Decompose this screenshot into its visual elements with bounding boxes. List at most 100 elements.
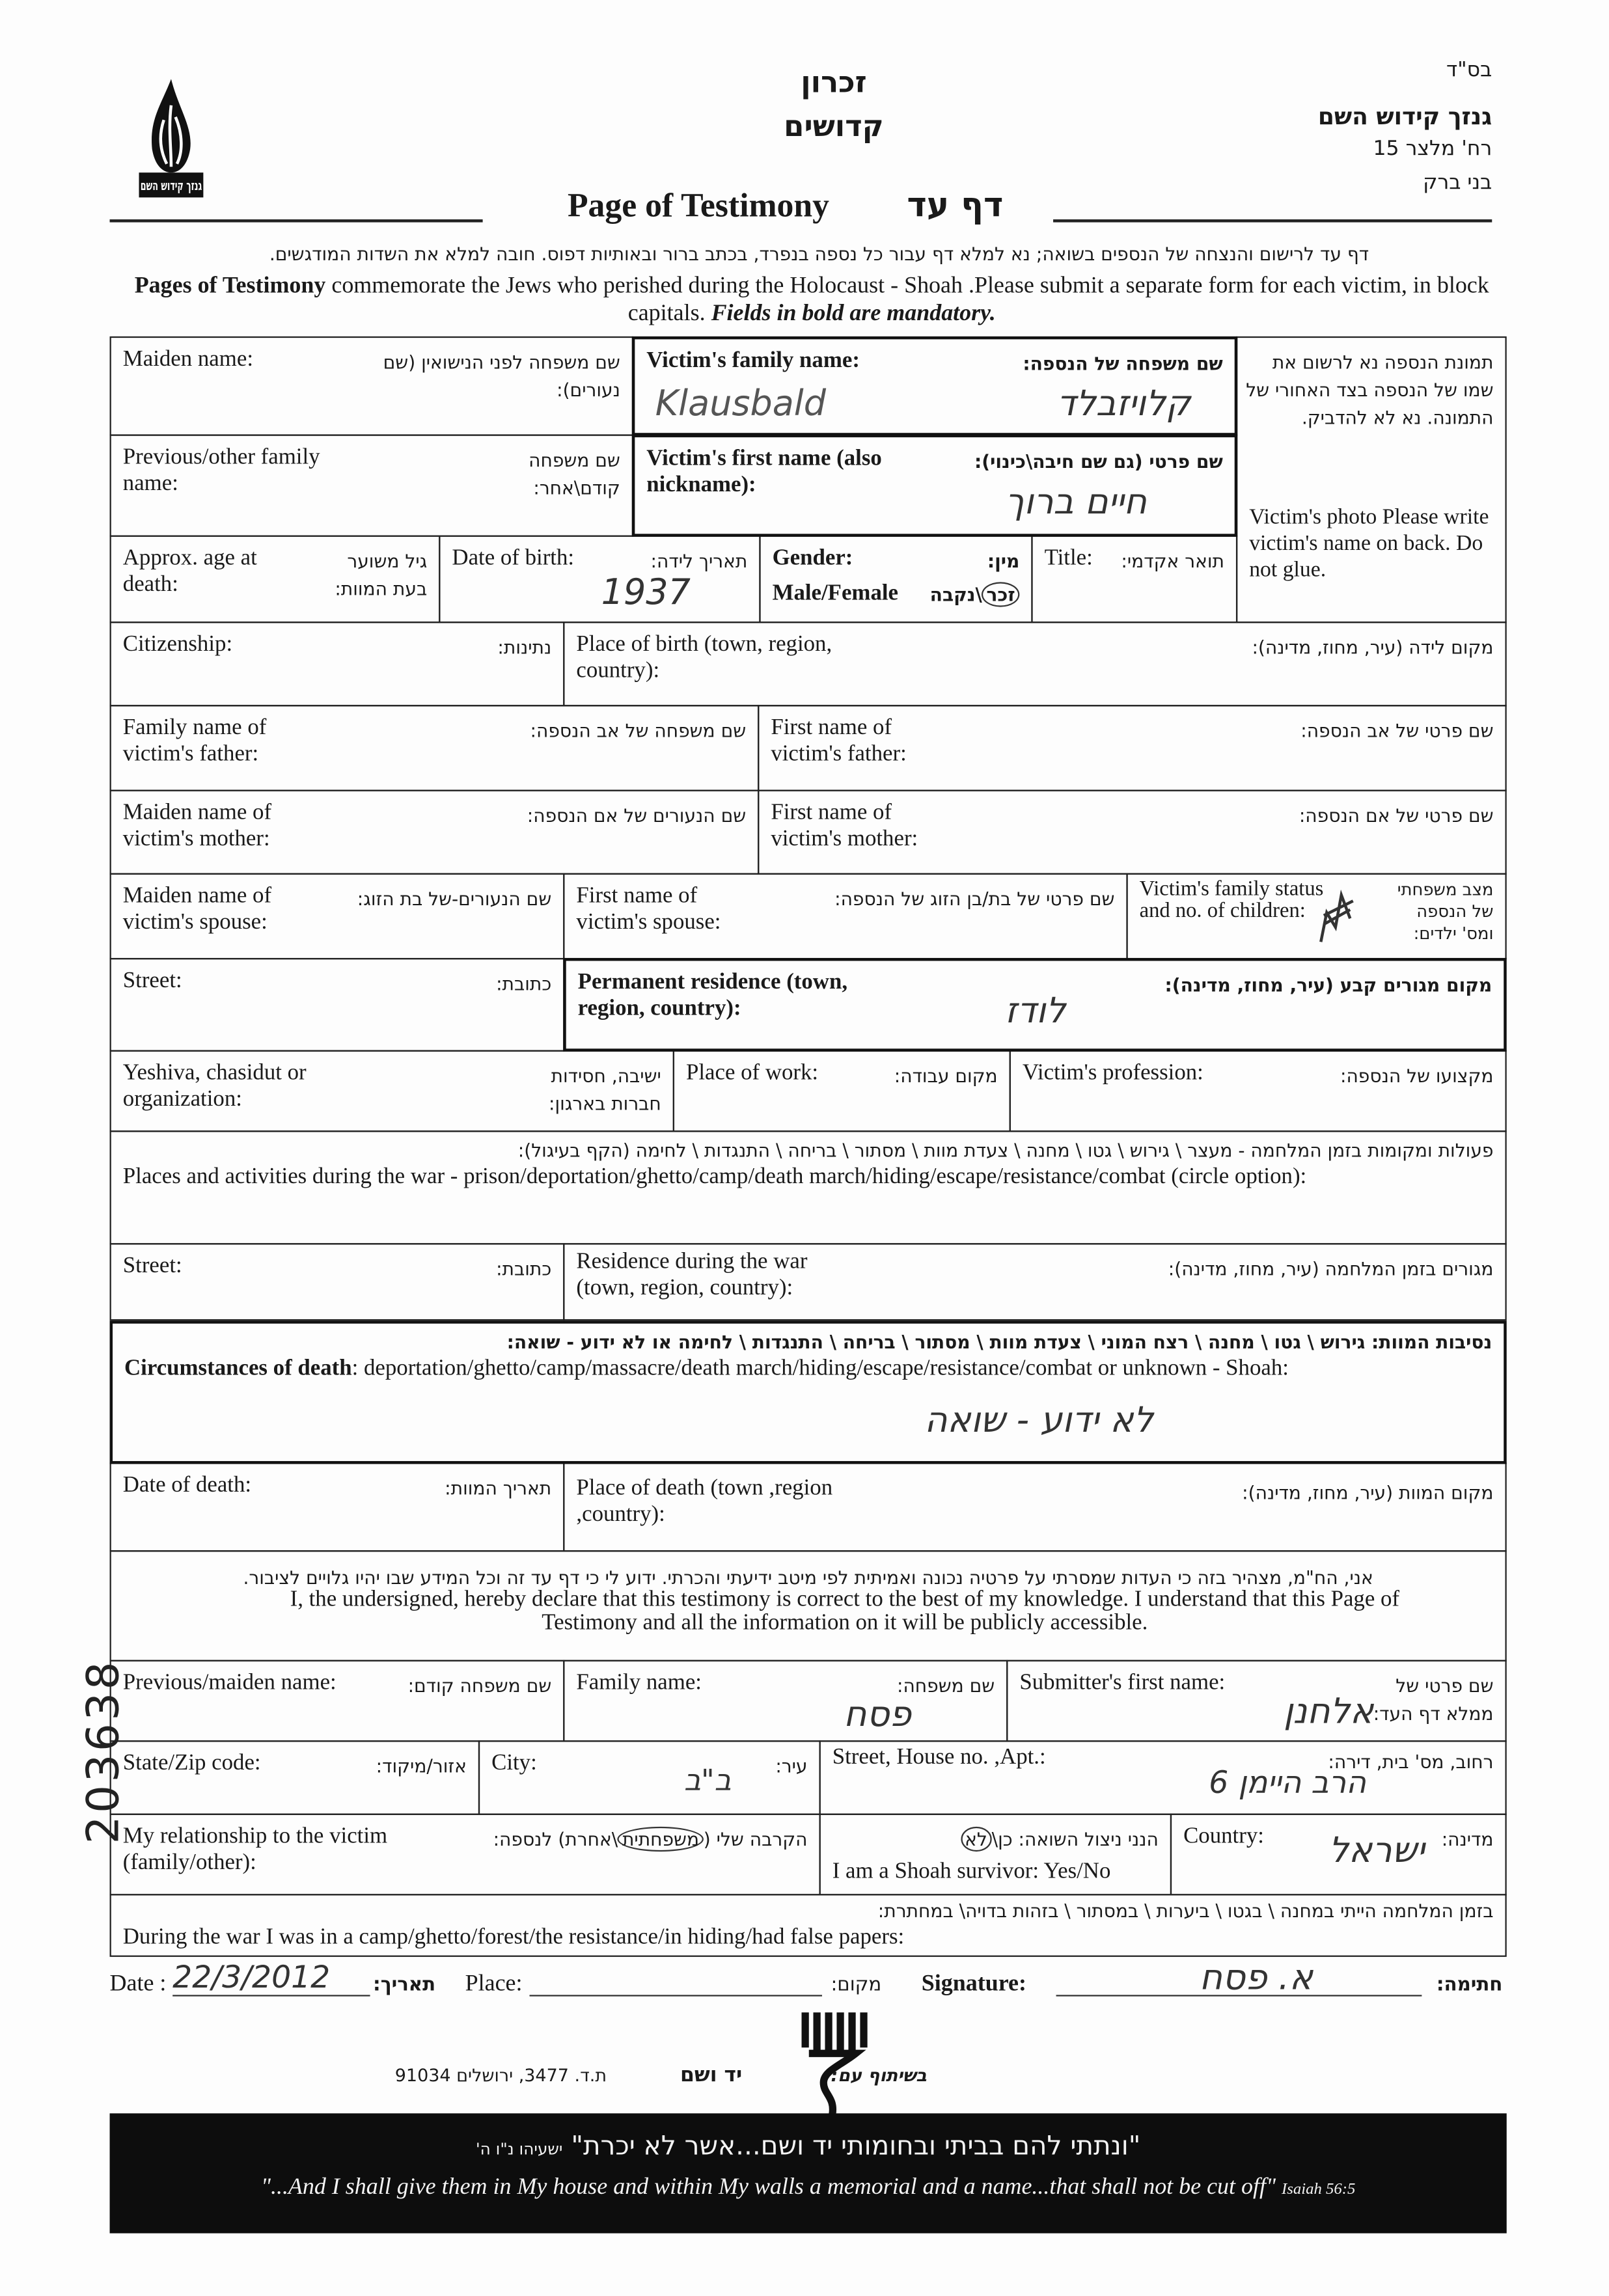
quote-he-line: "ונתתי להם בביתי ובחומותי יד ושם...אשר ל…: [110, 2131, 1507, 2161]
label-he: פעולות ומקומות בזמן המלחמה - מעצר \ גירו…: [517, 1139, 1494, 1162]
label-en: Place of birth (town, region, country):: [576, 631, 832, 683]
victim-first-name-field[interactable]: Victim's first name (also nickname): שם …: [631, 434, 1238, 537]
label-en: Victim's family name:: [646, 348, 860, 374]
label-he: תאריך המוות:: [445, 1477, 552, 1499]
maiden-name-field[interactable]: Maiden name: שם משפחה לפני הנישואין (שם …: [109, 336, 634, 436]
first-name-value: חיים ברוך: [1005, 481, 1147, 523]
place-input-line[interactable]: [529, 1995, 822, 1997]
label-he: מדינה:: [1441, 1828, 1494, 1850]
victim-family-name-field[interactable]: Victim's family name: שם משפחה של הנספה:…: [631, 336, 1238, 436]
gender-female[interactable]: \נקבה: [929, 583, 982, 606]
label-en: Yeshiva, chasidut or organization:: [122, 1060, 307, 1112]
submitter-family-name-field[interactable]: Family name: שם משפחה: פסח: [563, 1660, 1008, 1742]
war-street-field[interactable]: Street: כתובת:: [109, 1243, 565, 1321]
country-value: ישראל: [1328, 1829, 1425, 1871]
family-status-field[interactable]: Victim's family status and no. of childr…: [1126, 873, 1507, 960]
city-value: ב"ב: [683, 1762, 732, 1797]
gender-male-circled[interactable]: זכר: [982, 582, 1020, 607]
previous-family-name-field[interactable]: Previous/other family name: שם משפחה קוד…: [109, 434, 634, 537]
mother-first-name-field[interactable]: First name of victim's mother: שם פרטי ש…: [758, 789, 1507, 875]
father-first-name-field[interactable]: First name of victim's father: שם פרטי ש…: [758, 705, 1507, 791]
place-of-work-field[interactable]: Place of work: מקום עבודה:: [672, 1050, 1011, 1132]
org-street: רח' מלצר 15: [1373, 137, 1492, 161]
label-en: Street:: [122, 968, 182, 993]
spouse-maiden-name-field[interactable]: Maiden name of victim's spouse: שם הנעור…: [109, 873, 565, 960]
label-he: שם משפחה של הנספה:: [1023, 352, 1223, 375]
title-field[interactable]: Title: תואר אקדמי:: [1031, 535, 1238, 623]
org-name: גנזך קידוש השם: [1317, 102, 1492, 131]
yeshiva-field[interactable]: Yeshiva, chasidut or organization: ישיבה…: [109, 1050, 675, 1132]
label-he: שם משפחה קודם\אחר:: [529, 448, 620, 499]
label-he: נתינות:: [497, 636, 552, 659]
label-he: שם משפחה של אב הנספה:: [530, 719, 747, 742]
survivor-field[interactable]: הנני ניצול השואה: כן\לא I am a Shoah sur…: [819, 1813, 1172, 1896]
place-of-birth-field[interactable]: Place of birth (town, region, country): …: [563, 622, 1507, 707]
profession-field[interactable]: Victim's profession: מקצועו של הנספה:: [1009, 1050, 1507, 1132]
quote-ref-en: Isaiah 56:5: [1282, 2180, 1356, 2198]
label-he: גיל משוער בעת המוות:: [335, 549, 428, 600]
approx-age-field[interactable]: Approx. age at death: גיל משוער בעת המוו…: [109, 535, 441, 623]
submitter-first-value: אלחנן: [1283, 1690, 1374, 1732]
victim-photo-box[interactable]: תמונת הנספה נא לרשום את שמו של הנספה בצד…: [1235, 336, 1507, 623]
label-en: Citizenship:: [122, 631, 233, 657]
label-en: Places and activities during the war - p…: [122, 1164, 1307, 1190]
gender-field[interactable]: Gender: Male/Female מין: זכר\נקבה: [759, 535, 1033, 623]
label-he: שם הנעורים-של בת הזוג:: [357, 888, 552, 910]
label-he: מין:: [987, 549, 1020, 572]
label-en: Family name of victim's father:: [122, 715, 267, 767]
place-label-he: מקום:: [831, 1974, 882, 1997]
relationship-field[interactable]: My relationship to the victim (family/ot…: [109, 1813, 821, 1896]
label-en: Street, House no. ,Apt.:: [832, 1745, 1046, 1770]
dob-value: 1937: [601, 571, 691, 613]
city-field[interactable]: City: עיר: ב"ב: [478, 1740, 821, 1815]
label-en: Date of death:: [122, 1473, 252, 1498]
during-war-field[interactable]: בזמן המלחמה הייתי במחנה \ בגטו \ ביערות …: [109, 1894, 1507, 1957]
zip-field[interactable]: State/Zip code: אזור/מיקוד:: [109, 1740, 480, 1815]
date-value[interactable]: 22/3/2012: [172, 1960, 370, 1997]
date-of-death-field[interactable]: Date of death: תאריך המוות:: [109, 1462, 565, 1552]
citizenship-field[interactable]: Citizenship: נתינות:: [109, 622, 565, 707]
label-he: שם משפחה קודם:: [407, 1674, 552, 1697]
submitter-first-name-field[interactable]: Submitter's first name: שם פרטי של ממלא …: [1006, 1660, 1507, 1742]
label-en: City:: [491, 1751, 537, 1776]
intro-en-bold: Pages of Testimony: [134, 273, 326, 299]
country-field[interactable]: Country: מדינה: ישראל: [1170, 1813, 1507, 1896]
submitter-previous-name-field[interactable]: Previous/maiden name: שם משפחה קודם:: [109, 1660, 565, 1742]
survivor-prefix: הנני ניצול השואה: כן\: [991, 1828, 1159, 1850]
date-of-birth-field[interactable]: Date of birth: תאריך לידה: 1937: [439, 535, 761, 623]
label-en-bold: Circumstances of death: [124, 1356, 352, 1381]
spouse-first-name-field[interactable]: First name of victim's spouse: שם פרטי ש…: [563, 873, 1128, 960]
war-residence-field[interactable]: Residence during the war (town, region, …: [563, 1243, 1507, 1321]
label-en: First name of victim's spouse:: [576, 883, 721, 935]
yad-vashem-address: ת.ד. 3477, ירושלים 91034: [394, 2065, 607, 2086]
date-label-en: Date :: [109, 1971, 167, 1997]
places-activities-field[interactable]: פעולות ומקומות בזמן המלחמה - מעצר \ גירו…: [109, 1130, 1507, 1245]
survivor-options-he: הנני ניצול השואה: כן\לא: [960, 1825, 1159, 1853]
street-field[interactable]: Street: כתובת:: [109, 957, 565, 1052]
circumstances-of-death-field[interactable]: נסיבות המוות: גירוש \ גטו \ מחנה \ רצח ה…: [109, 1320, 1507, 1464]
label-he: עיר:: [775, 1755, 808, 1777]
label-he: שם משפחה:: [896, 1674, 995, 1697]
label-he: תאריך לידה:: [650, 549, 748, 572]
place-of-death-field[interactable]: Place of death (town ,region ,country): …: [563, 1462, 1507, 1552]
label-he: שם פרטי של בת/בן הזוג של הנספה:: [834, 888, 1115, 910]
label-he: תואר אקדמי:: [1121, 549, 1224, 572]
header-rule-left: [109, 219, 483, 223]
permanent-residence-field[interactable]: Permanent residence (town, region, count…: [563, 957, 1507, 1052]
survivor-no-circled[interactable]: לא: [960, 1826, 992, 1852]
quote-en: "...And I shall give them in My house an…: [260, 2174, 1276, 2200]
label-he: שם פרטי של אם הנספה:: [1299, 804, 1494, 827]
label-he: שם פרטי של אב הנספה:: [1300, 719, 1494, 742]
label-en: State/Zip code:: [122, 1751, 261, 1776]
signature-input-line[interactable]: [1056, 1995, 1422, 1997]
yad-vashem-logo-icon: [797, 2010, 870, 2116]
place-label-en: Place:: [465, 1971, 523, 1997]
relationship-family-circled[interactable]: משפחתית: [618, 1826, 704, 1852]
street-house-field[interactable]: Street, House no. ,Apt.: רחוב, מס' בית, …: [819, 1740, 1507, 1815]
mother-maiden-name-field[interactable]: Maiden name of victim's mother: שם הנעור…: [109, 789, 760, 875]
father-family-name-field[interactable]: Family name of victim's father: שם משפחה…: [109, 705, 760, 791]
rel-suffix: \אחרת) לנספה:: [493, 1828, 618, 1850]
declaration: אני, הח"מ, מצהיר בזה כי העדות שמסרתי על …: [109, 1550, 1507, 1661]
label-en: Previous/other family name:: [122, 444, 320, 496]
